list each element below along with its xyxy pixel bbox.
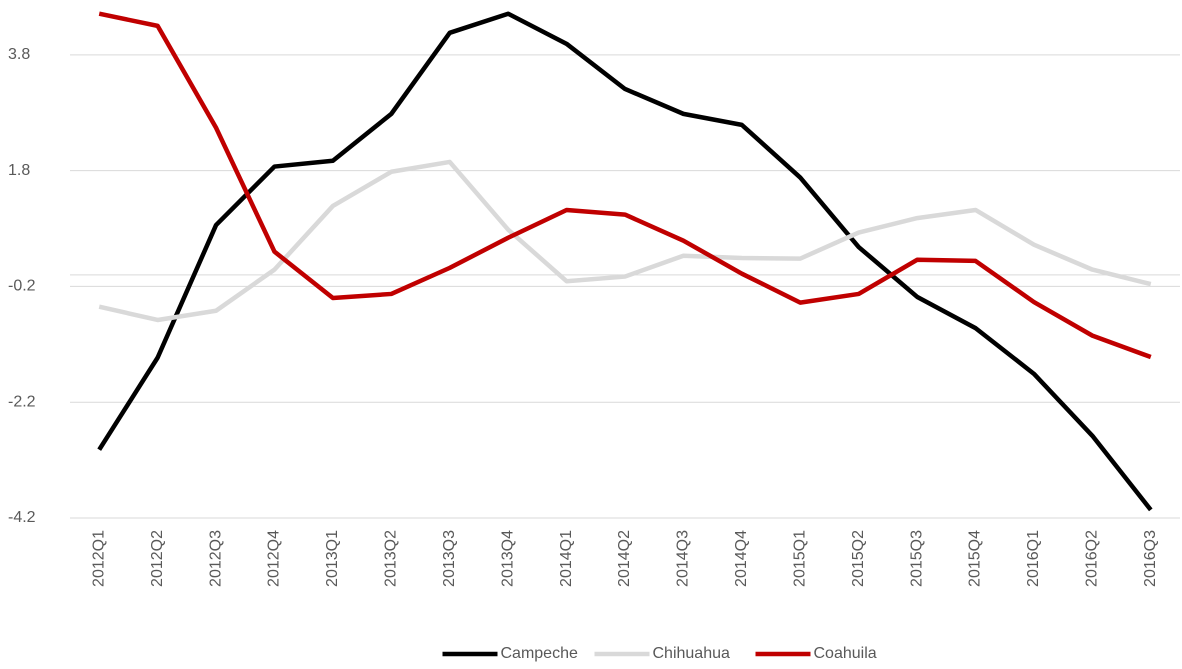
x-tick-label: 2015Q2 (850, 530, 867, 587)
legend-label: Campeche (501, 645, 578, 662)
x-tick-label: 2015Q3 (908, 530, 925, 587)
x-tick-label: 2014Q4 (733, 530, 750, 587)
x-tick-label: 2016Q2 (1084, 530, 1101, 587)
x-tick-label: 2013Q4 (499, 530, 516, 587)
y-tick-label: -0.2 (8, 278, 36, 295)
y-tick-label: -4.2 (8, 509, 36, 526)
x-tick-label: 2012Q3 (207, 530, 224, 587)
line-series (98, 159, 1152, 323)
x-tick-label: 2012Q2 (149, 530, 166, 587)
y-tick-label: 1.8 (8, 162, 30, 179)
x-tick-label: 2016Q1 (1025, 530, 1042, 587)
x-tick-label: 2016Q3 (1142, 530, 1159, 587)
x-tick-label: 2013Q1 (324, 530, 341, 587)
x-tick-label: 2015Q4 (967, 530, 984, 587)
legend-label: Coahuila (814, 645, 877, 662)
x-tick-label: 2014Q1 (558, 530, 575, 587)
y-tick-label: -2.2 (8, 393, 36, 410)
y-tick-label: 3.8 (8, 46, 30, 63)
line-series (98, 11, 1152, 360)
x-tick-label: 2012Q1 (90, 530, 107, 587)
legend-label: Chihuahua (653, 645, 731, 662)
line-series (97, 11, 1153, 512)
x-tick-label: 2013Q2 (383, 530, 400, 587)
x-tick-label: 2014Q2 (616, 530, 633, 587)
x-tick-label: 2012Q4 (266, 530, 283, 587)
x-tick-label: 2015Q1 (791, 530, 808, 587)
x-tick-label: 2014Q3 (675, 530, 692, 587)
x-tick-label: 2013Q3 (441, 530, 458, 587)
